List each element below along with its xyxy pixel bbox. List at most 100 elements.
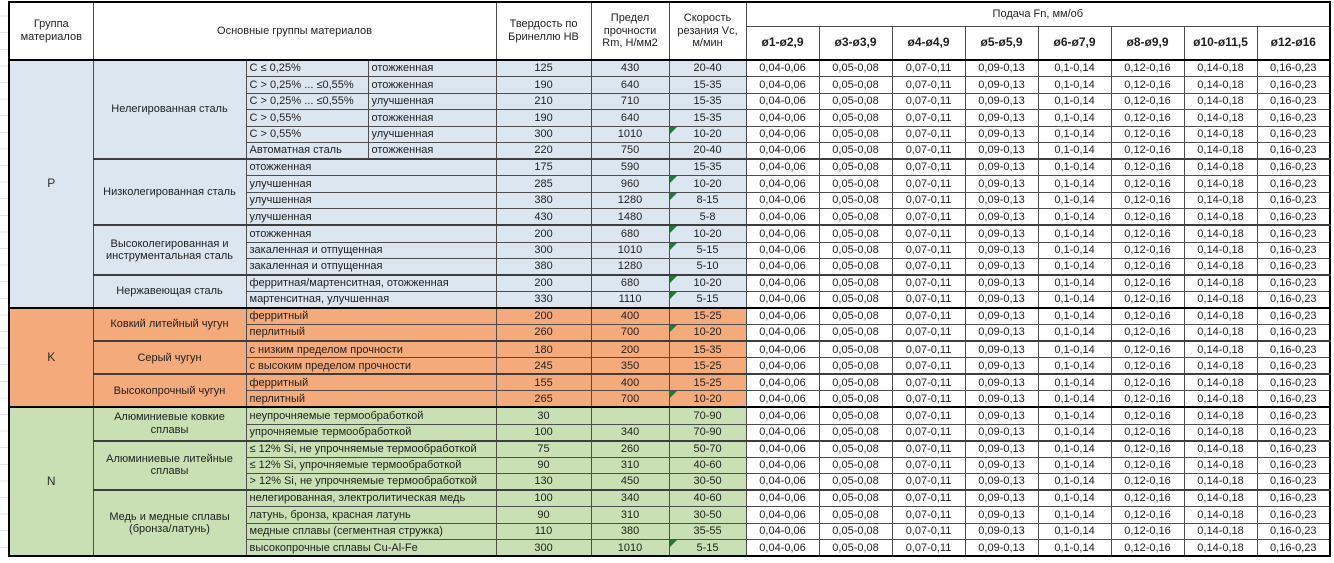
feed-cell[interactable]: 0,14-0,18	[1183, 373, 1258, 392]
feed-cell[interactable]: 0,05-0,08	[818, 224, 893, 243]
vc-cell[interactable]: 50-70	[668, 439, 747, 458]
feed-cell[interactable]: 0,04-0,06	[745, 274, 820, 293]
feed-cell[interactable]: 0,14-0,18	[1183, 224, 1258, 243]
hb-cell[interactable]: 265	[495, 390, 592, 408]
material-desc-cell[interactable]: перлитный	[245, 324, 497, 342]
feed-cell[interactable]: 0,05-0,08	[818, 406, 893, 425]
vc-cell[interactable]: 15-35	[668, 92, 747, 111]
feed-cell[interactable]: 0,07-0,11	[891, 473, 966, 491]
feed-cell[interactable]: 0,16-0,23	[1256, 390, 1331, 408]
feed-cell[interactable]: 0,14-0,18	[1183, 142, 1258, 160]
rm-cell[interactable]: 310	[590, 506, 670, 524]
feed-cell[interactable]: 0,04-0,06	[745, 373, 820, 392]
feed-cell[interactable]: 0,16-0,23	[1256, 274, 1331, 293]
rm-cell[interactable]: 1010	[590, 241, 670, 260]
rm-cell[interactable]: 590	[590, 158, 670, 177]
feed-cell[interactable]: 0,04-0,06	[745, 473, 820, 491]
feed-cell[interactable]: 0,16-0,23	[1256, 373, 1331, 392]
feed-cell[interactable]: 0,04-0,06	[745, 76, 820, 94]
vc-cell[interactable]: 15-35	[668, 76, 747, 94]
hb-cell[interactable]: 200	[495, 274, 592, 293]
feed-cell[interactable]: 0,04-0,06	[745, 125, 820, 144]
header-cutting-speed[interactable]: Скорость резания Vc, м/мин	[668, 1, 747, 61]
feed-cell[interactable]: 0,1-0,14	[1037, 307, 1112, 326]
feed-cell[interactable]: 0,12-0,16	[1110, 439, 1185, 458]
feed-cell[interactable]: 0,07-0,11	[891, 324, 966, 342]
rm-cell[interactable]: 710	[590, 92, 670, 111]
rm-cell[interactable]: 680	[590, 224, 670, 243]
feed-cell[interactable]: 0,05-0,08	[818, 489, 893, 508]
hb-cell[interactable]: 75	[495, 439, 592, 458]
rm-cell[interactable]: 700	[590, 324, 670, 342]
rm-cell[interactable]: 400	[590, 307, 670, 326]
hb-cell[interactable]: 300	[495, 539, 592, 557]
feed-cell[interactable]: 0,16-0,23	[1256, 59, 1331, 78]
feed-cell[interactable]: 0,12-0,16	[1110, 406, 1185, 425]
feed-cell[interactable]: 0,12-0,16	[1110, 76, 1185, 94]
material-subgroup-cell[interactable]: Нержавеющая сталь	[92, 274, 247, 309]
feed-cell[interactable]: 0,14-0,18	[1183, 522, 1258, 541]
feed-diameter-header[interactable]: ø3-ø3,9	[818, 25, 893, 61]
hb-cell[interactable]: 330	[495, 291, 592, 309]
feed-cell[interactable]: 0,1-0,14	[1037, 208, 1112, 226]
feed-cell[interactable]: 0,12-0,16	[1110, 473, 1185, 491]
rm-cell[interactable]: 1280	[590, 191, 670, 210]
hb-cell[interactable]: 100	[495, 423, 592, 442]
feed-cell[interactable]: 0,05-0,08	[818, 473, 893, 491]
feed-cell[interactable]: 0,1-0,14	[1037, 357, 1112, 375]
feed-cell[interactable]: 0,09-0,13	[964, 92, 1039, 111]
feed-cell[interactable]: 0,16-0,23	[1256, 76, 1331, 94]
hb-cell[interactable]: 380	[495, 258, 592, 276]
group-letter-cell[interactable]: P	[8, 58, 94, 309]
feed-cell[interactable]: 0,1-0,14	[1037, 340, 1112, 359]
hb-cell[interactable]: 190	[495, 109, 592, 127]
feed-cell[interactable]: 0,14-0,18	[1183, 175, 1258, 193]
hb-cell[interactable]: 175	[495, 158, 592, 177]
feed-cell[interactable]: 0,07-0,11	[891, 125, 966, 144]
feed-cell[interactable]: 0,12-0,16	[1110, 109, 1185, 127]
hb-cell[interactable]: 300	[495, 241, 592, 260]
rm-cell[interactable]: 1010	[590, 125, 670, 144]
material-desc-cell[interactable]: улучшенная	[245, 208, 497, 226]
feed-cell[interactable]: 0,1-0,14	[1037, 406, 1112, 425]
feed-cell[interactable]: 0,12-0,16	[1110, 158, 1185, 177]
feed-cell[interactable]: 0,05-0,08	[818, 291, 893, 309]
vc-cell[interactable]: 70-90	[668, 406, 747, 425]
feed-cell[interactable]: 0,14-0,18	[1183, 92, 1258, 111]
feed-cell[interactable]: 0,16-0,23	[1256, 522, 1331, 541]
vc-cell[interactable]: 30-50	[668, 473, 747, 491]
feed-diameter-header[interactable]: ø10-ø11,5	[1183, 25, 1258, 61]
feed-cell[interactable]: 0,09-0,13	[964, 76, 1039, 94]
rm-cell[interactable]: 700	[590, 390, 670, 408]
feed-cell[interactable]: 0,1-0,14	[1037, 109, 1112, 127]
feed-cell[interactable]: 0,05-0,08	[818, 125, 893, 144]
material-desc-cell[interactable]: ферритный	[245, 307, 497, 326]
feed-cell[interactable]: 0,07-0,11	[891, 506, 966, 524]
feed-cell[interactable]: 0,09-0,13	[964, 125, 1039, 144]
material-subgroup-cell[interactable]: Алюминиевые литейные сплавы	[92, 439, 247, 491]
material-desc-cell[interactable]: отожженная	[245, 158, 497, 177]
feed-cell[interactable]: 0,12-0,16	[1110, 456, 1185, 475]
feed-cell[interactable]: 0,07-0,11	[891, 258, 966, 276]
feed-cell[interactable]: 0,07-0,11	[891, 224, 966, 243]
feed-cell[interactable]: 0,12-0,16	[1110, 175, 1185, 193]
feed-cell[interactable]: 0,14-0,18	[1183, 158, 1258, 177]
material-subgroup-cell[interactable]: Высокопрочный чугун	[92, 373, 247, 408]
feed-cell[interactable]: 0,1-0,14	[1037, 439, 1112, 458]
feed-cell[interactable]: 0,09-0,13	[964, 340, 1039, 359]
vc-cell[interactable]: 10-20	[668, 274, 747, 293]
material-desc-cell[interactable]: нелегированная, электролитическая медь	[245, 489, 497, 508]
feed-cell[interactable]: 0,12-0,16	[1110, 59, 1185, 78]
rm-cell[interactable]: 310	[590, 456, 670, 475]
feed-cell[interactable]: 0,16-0,23	[1256, 158, 1331, 177]
vc-cell[interactable]: 10-20	[668, 175, 747, 193]
feed-cell[interactable]: 0,14-0,18	[1183, 324, 1258, 342]
hb-cell[interactable]: 100	[495, 489, 592, 508]
feed-cell[interactable]: 0,14-0,18	[1183, 241, 1258, 260]
feed-cell[interactable]: 0,05-0,08	[818, 373, 893, 392]
feed-cell[interactable]: 0,09-0,13	[964, 158, 1039, 177]
feed-cell[interactable]: 0,05-0,08	[818, 142, 893, 160]
rm-cell[interactable]: 400	[590, 373, 670, 392]
material-subgroup-cell[interactable]: Высоколегированная и инструментальная ст…	[92, 224, 247, 276]
feed-cell[interactable]: 0,14-0,18	[1183, 191, 1258, 210]
